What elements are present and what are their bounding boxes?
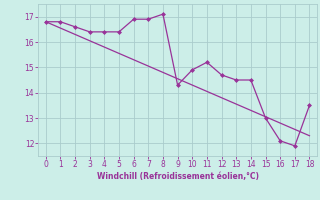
X-axis label: Windchill (Refroidissement éolien,°C): Windchill (Refroidissement éolien,°C) — [97, 172, 259, 181]
